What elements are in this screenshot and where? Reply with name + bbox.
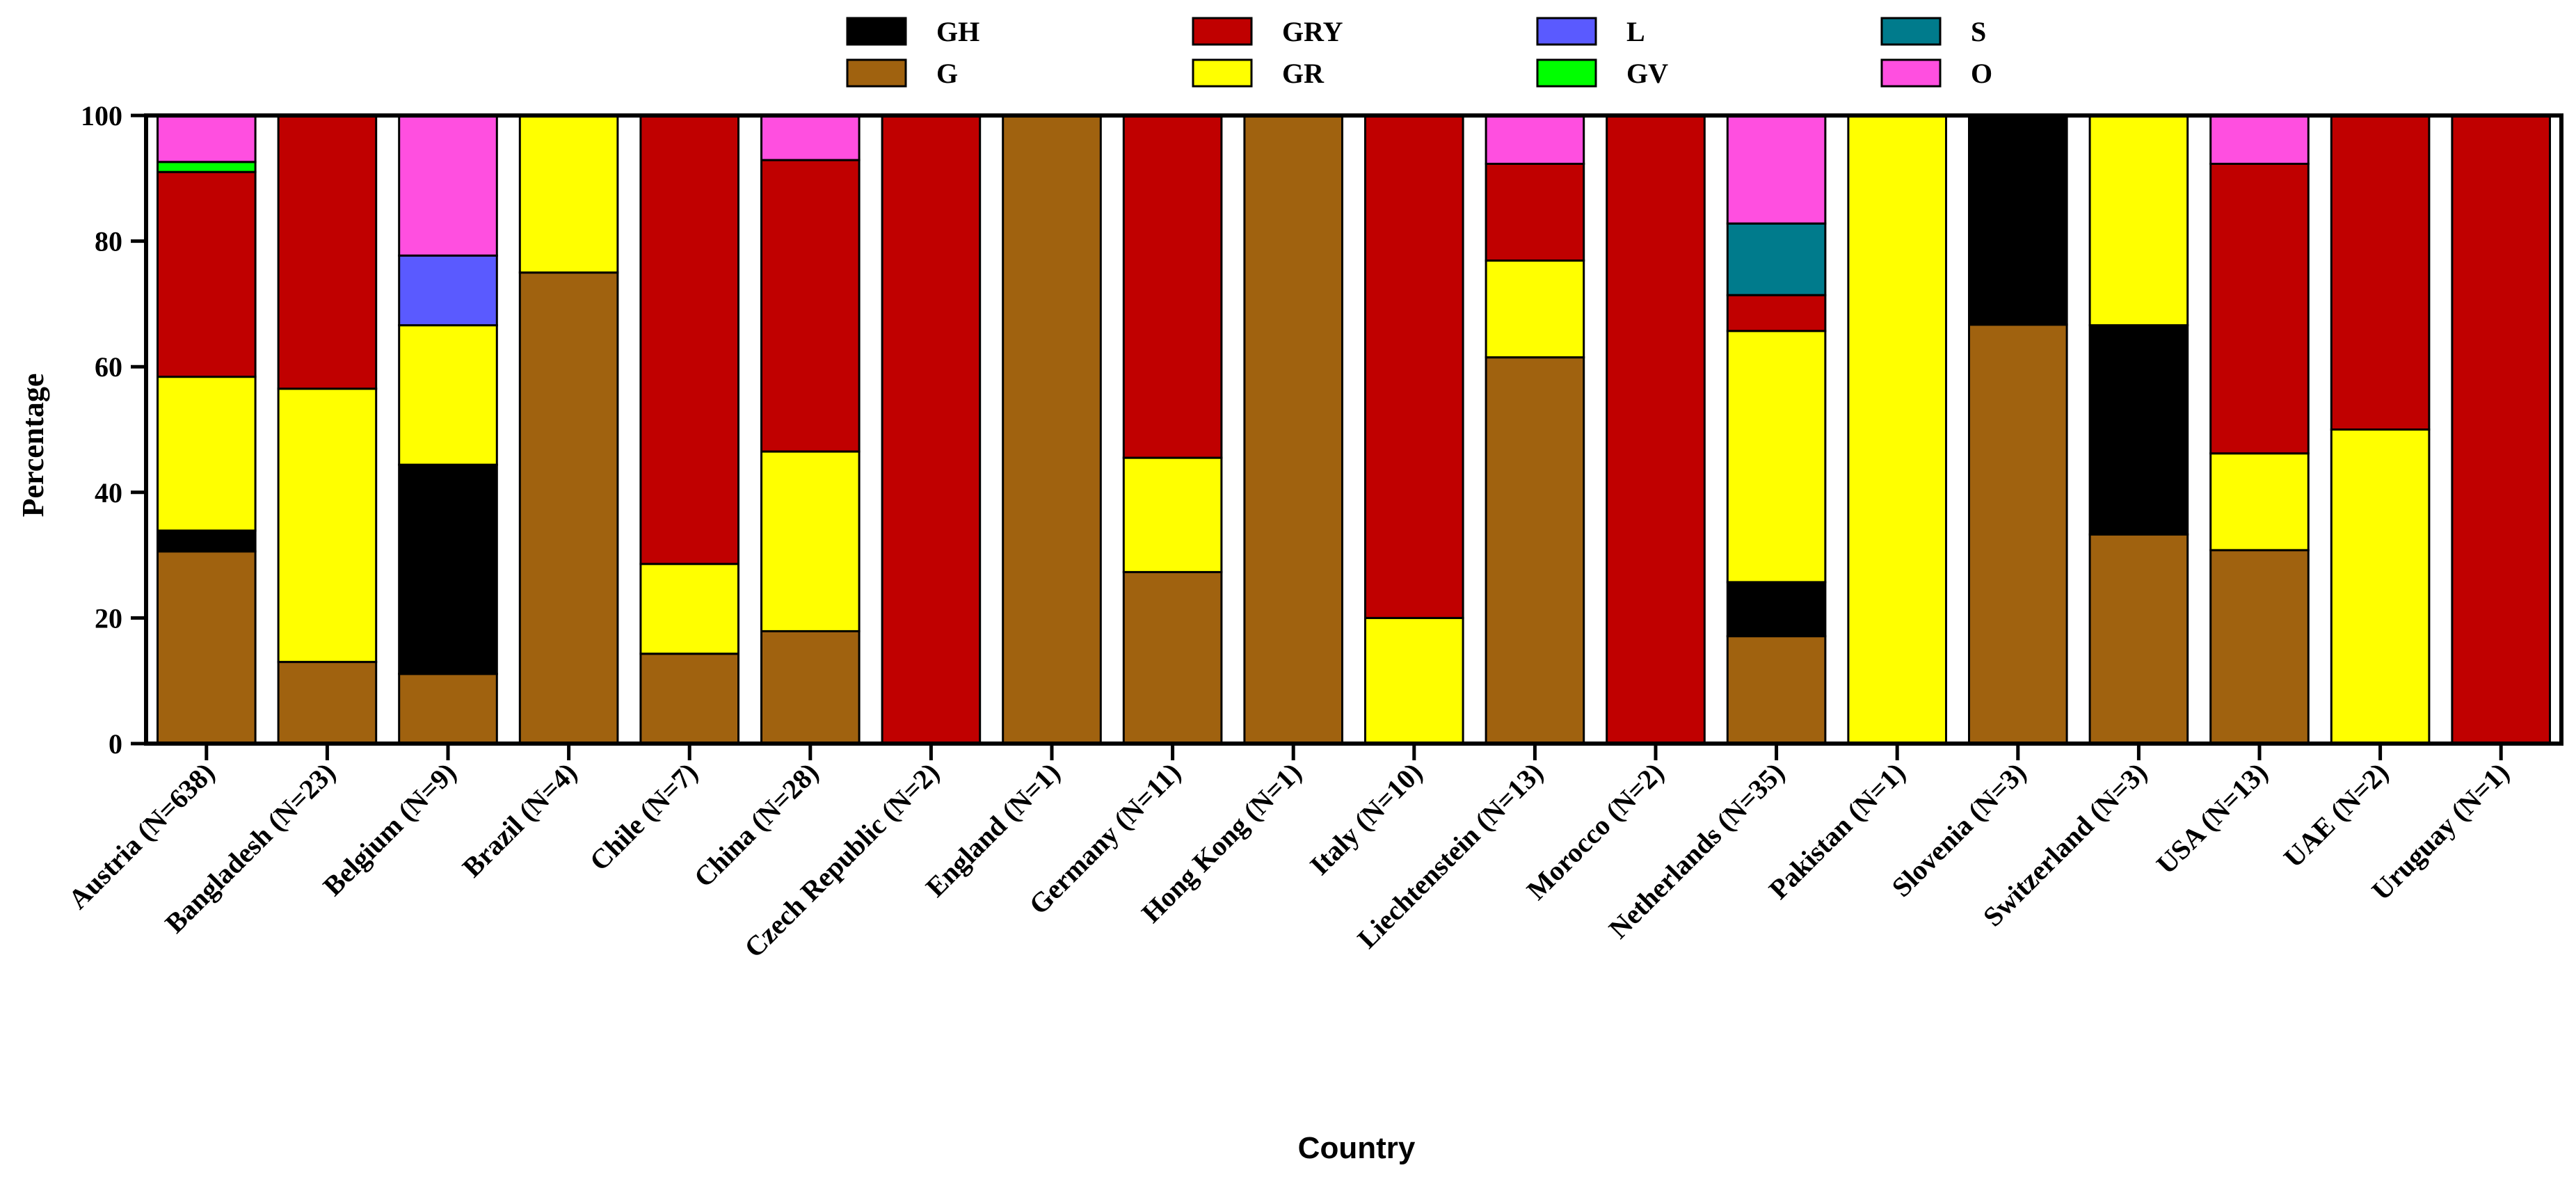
bar-segment-gh-15 (1968, 114, 2068, 326)
y-tick-label-80: 80 (95, 226, 122, 257)
x-tick-label-5: China (N=28) (688, 757, 824, 893)
bar-segment-gry-4 (639, 114, 740, 566)
bar-segment-s-13 (1726, 222, 1827, 296)
legend-swatch-o (1880, 58, 1942, 88)
bar-segment-gr-11 (1485, 259, 1585, 359)
x-axis-title: Country (1298, 1131, 1416, 1165)
legend-label-l: L (1626, 16, 1645, 47)
x-tick-label-17: USA (N=13) (2150, 757, 2274, 881)
legend: GH G GRY GR L GV SO (846, 16, 1992, 89)
x-tick-label-18: UAE (N=2) (2278, 757, 2394, 874)
legend-swatch-gry (1192, 17, 1253, 46)
bar-segment-gr-2 (398, 324, 498, 466)
bar-segment-o-17 (2209, 114, 2310, 165)
bar-segment-gh-0 (157, 529, 257, 553)
bar-segment-g-11 (1485, 356, 1585, 745)
x-tick-label-10: Italy (N=10) (1304, 757, 1428, 881)
bar-segment-o-2 (398, 114, 498, 257)
x-tick-label-4: Chile (N=7) (584, 757, 704, 877)
bar-segment-gry-13 (1726, 294, 1827, 332)
x-tick-label-3: Brazil (N=4) (456, 757, 583, 883)
y-tick-label-0: 0 (109, 728, 122, 760)
bar-segment-gry-17 (2209, 163, 2310, 455)
bar-segment-g-9 (1243, 114, 1344, 745)
bar-segment-gr-4 (639, 563, 740, 655)
bars-group (157, 114, 2551, 745)
bar-segment-o-0 (157, 114, 257, 163)
y-tick-label-100: 100 (81, 100, 122, 131)
legend-swatch-s (1880, 17, 1942, 46)
legend-label-gry: GRY (1282, 16, 1343, 47)
y-tick-label-60: 60 (95, 351, 122, 383)
bar-segment-o-5 (760, 114, 861, 161)
bar-segment-gr-3 (518, 114, 619, 274)
legend-swatch-gv (1536, 58, 1597, 88)
bar-segment-gry-18 (2330, 114, 2431, 431)
bar-segment-g-13 (1726, 635, 1827, 745)
bar-segment-g-2 (398, 673, 498, 745)
bar-segment-g-7 (1002, 114, 1102, 745)
bar-segment-gry-0 (157, 170, 257, 378)
bar-segment-gr-16 (2088, 114, 2189, 327)
bar-segment-gry-19 (2451, 114, 2551, 745)
legend-label-gv: GV (1626, 58, 1668, 89)
bar-segment-g-15 (1968, 323, 2068, 745)
bar-segment-g-4 (639, 652, 740, 745)
legend-label-o: O (1971, 58, 1992, 89)
bar-segment-gr-17 (2209, 452, 2310, 552)
bar-segment-gh-16 (2088, 324, 2189, 536)
legend-label-s: S (1971, 16, 1986, 47)
bar-segment-g-3 (518, 271, 619, 745)
legend-label-g: G (936, 58, 958, 89)
legend-swatch-l (1536, 17, 1597, 46)
bar-segment-gry-11 (1485, 163, 1585, 262)
bar-segment-gh-13 (1726, 581, 1827, 638)
y-tick-label-40: 40 (95, 477, 122, 508)
y-tick-label-20: 20 (95, 602, 122, 634)
x-tick-label-6: Czech Republic (N=2) (738, 757, 945, 964)
legend-swatch-gr (1192, 58, 1253, 88)
plot-frame (144, 113, 2563, 746)
legend-label-gh: GH (936, 16, 979, 47)
bar-segment-gr-8 (1122, 456, 1223, 573)
bar-segment-gr-0 (157, 376, 257, 532)
bar-segment-g-0 (157, 550, 257, 745)
legend-label-gr: GR (1282, 58, 1325, 89)
bar-segment-gry-8 (1122, 114, 1223, 459)
bar-segment-gh-2 (398, 463, 498, 675)
bar-segment-g-5 (760, 630, 861, 745)
bar-segment-gr-14 (1847, 114, 1947, 745)
bar-segment-o-11 (1485, 114, 1585, 165)
bar-segment-gv-0 (157, 161, 257, 173)
bar-segment-gry-12 (1606, 114, 1706, 745)
bar-segment-gr-13 (1726, 330, 1827, 584)
bar-segment-gr-18 (2330, 428, 2431, 745)
y-axis-title: Percentage (16, 374, 50, 518)
bar-segment-g-17 (2209, 549, 2310, 745)
bar-segment-gry-1 (277, 114, 378, 390)
bar-segment-l-2 (398, 254, 498, 327)
bar-segment-g-1 (277, 661, 378, 745)
bar-segment-gry-6 (881, 114, 982, 745)
bar-segment-gry-10 (1364, 114, 1464, 619)
bar-segment-o-13 (1726, 114, 1827, 225)
bar-segment-gr-1 (277, 387, 378, 664)
bar-segment-gr-10 (1364, 616, 1464, 745)
bar-segment-g-16 (2088, 533, 2189, 745)
legend-swatch-g (846, 58, 907, 88)
legend-swatch-gh (846, 17, 907, 46)
bar-segment-g-8 (1122, 571, 1223, 745)
bar-segment-gr-5 (760, 450, 861, 632)
bar-segment-gry-5 (760, 159, 861, 453)
